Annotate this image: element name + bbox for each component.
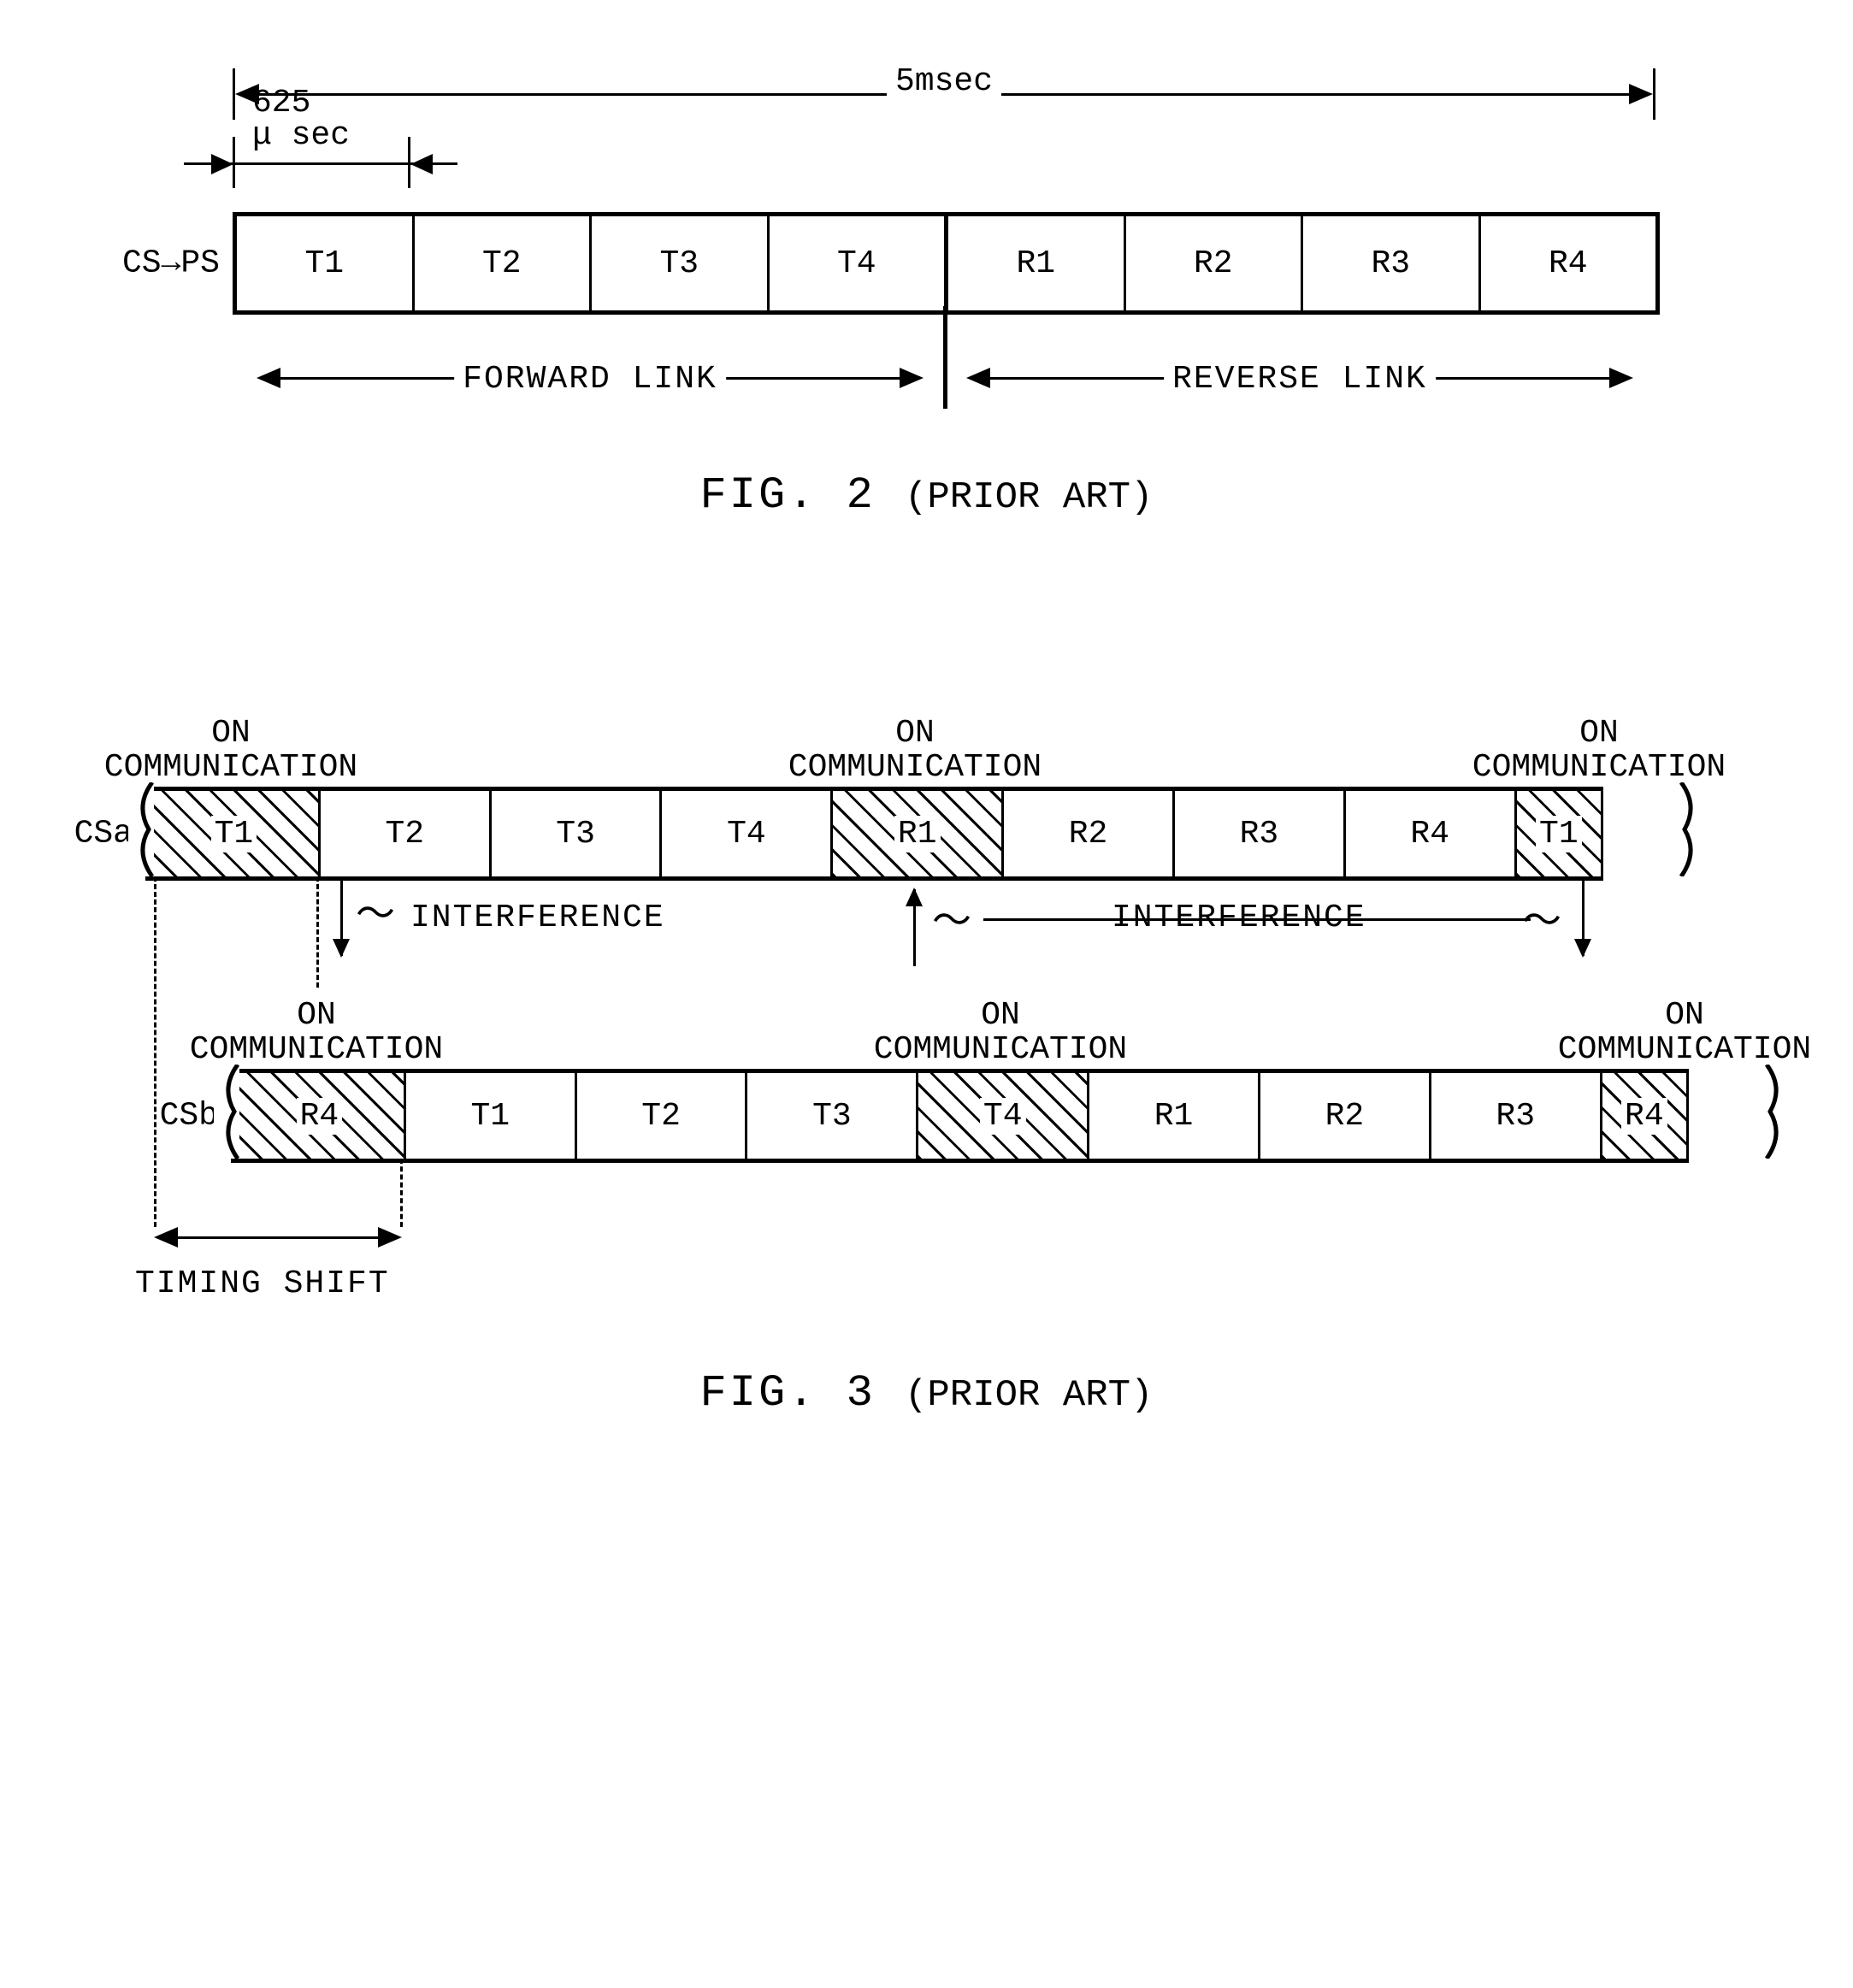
slot-t3: T3 <box>492 791 663 876</box>
interference-arrow-icon <box>340 879 343 956</box>
slot-duration-value: 625 <box>252 85 310 121</box>
interference-label: INTERFERENCE <box>410 900 665 936</box>
slot-t2: T2 <box>415 216 593 310</box>
slot-r4: R4 <box>1346 791 1517 876</box>
slot-t3: T3 <box>592 216 770 310</box>
timing-shift-label: TIMING SHIFT <box>135 1265 390 1302</box>
slot-r1: R1 <box>1089 1073 1260 1159</box>
slot-r4: R4 <box>1602 1073 1689 1159</box>
slot-t1: T1 <box>150 791 321 876</box>
row-label: CS→PS <box>122 245 237 282</box>
center-divider <box>943 306 947 409</box>
slot-r2: R2 <box>1260 1073 1431 1159</box>
csb-row: CSb R4T1T2T3T4R1R2R3R4 <box>231 1069 1689 1163</box>
reverse-link-dimension: REVERSE LINK <box>966 368 1633 388</box>
torn-edge-left-icon <box>128 782 154 876</box>
figure-2-caption: FIG. 2 (PRIOR ART) <box>43 470 1810 521</box>
figure-2: 5msec 625 μ sec CS→PS T1T2T3T4R1R2R3R4 F… <box>43 51 1810 496</box>
on-comm-label: ONCOMMUNICATION <box>874 999 1127 1067</box>
interference-arrow-icon <box>913 889 916 966</box>
slot-r2: R2 <box>1004 791 1175 876</box>
csa-row: CSa T1T2T3T4R1R2R3R4T1 <box>145 787 1603 881</box>
dash-line <box>316 876 319 988</box>
slot-t3: T3 <box>747 1073 918 1159</box>
slot-r3: R3 <box>1175 791 1346 876</box>
timing-shift-dimension <box>154 1227 402 1248</box>
slot-r1: R1 <box>833 791 1004 876</box>
slot-r2: R2 <box>1126 216 1304 310</box>
forward-link-label: FORWARD LINK <box>454 361 726 398</box>
slot-r4: R4 <box>1481 216 1661 310</box>
on-comm-label: ONCOMMUNICATION <box>1472 717 1726 785</box>
slot-t4: T4 <box>918 1073 1089 1159</box>
slot-r1: R1 <box>948 216 1126 310</box>
interference-span-line <box>983 918 1531 921</box>
total-duration-dimension: 5msec <box>233 68 1655 120</box>
figure-3-caption: FIG. 3 (PRIOR ART) <box>43 1368 1810 1419</box>
slot-r3: R3 <box>1431 1073 1602 1159</box>
forward-link-dimension: FORWARD LINK <box>257 368 924 388</box>
slot-duration-dimension: 625 μ sec <box>184 123 459 200</box>
slot-duration-unit: μ sec <box>252 117 350 154</box>
dash-line <box>154 876 156 1227</box>
slot-t2: T2 <box>321 791 492 876</box>
on-comm-label: ONCOMMUNICATION <box>190 999 443 1067</box>
slot-r3: R3 <box>1303 216 1481 310</box>
slot-t2: T2 <box>577 1073 748 1159</box>
slot-t1: T1 <box>406 1073 577 1159</box>
slot-t4: T4 <box>770 216 949 310</box>
reverse-link-label: REVERSE LINK <box>1164 361 1436 398</box>
on-comm-label: ONCOMMUNICATION <box>104 717 357 785</box>
tilde-icon: 〜 <box>932 889 971 946</box>
tilde-icon: 〜 <box>1522 889 1561 946</box>
on-comm-label: ONCOMMUNICATION <box>1558 999 1811 1067</box>
torn-edge-right-icon <box>1763 1065 1789 1159</box>
total-duration-label: 5msec <box>887 63 1001 100</box>
figure-3: CSa T1T2T3T4R1R2R3R4T1 CSb R4T1T2T3T4R1R… <box>43 684 1810 1419</box>
slot-t4: T4 <box>662 791 833 876</box>
slot-t1: T1 <box>237 216 415 310</box>
interference-arrow-icon <box>1582 879 1584 956</box>
tilde-icon: 〜 <box>356 882 395 939</box>
dash-line <box>400 1159 403 1227</box>
frame-row: CS→PS T1T2T3T4R1R2R3R4 <box>233 212 1660 315</box>
slot-r4: R4 <box>235 1073 406 1159</box>
slot-t1: T1 <box>1517 791 1603 876</box>
torn-edge-right-icon <box>1678 782 1703 876</box>
on-comm-label: ONCOMMUNICATION <box>788 717 1042 785</box>
torn-edge-left-icon <box>214 1065 239 1159</box>
